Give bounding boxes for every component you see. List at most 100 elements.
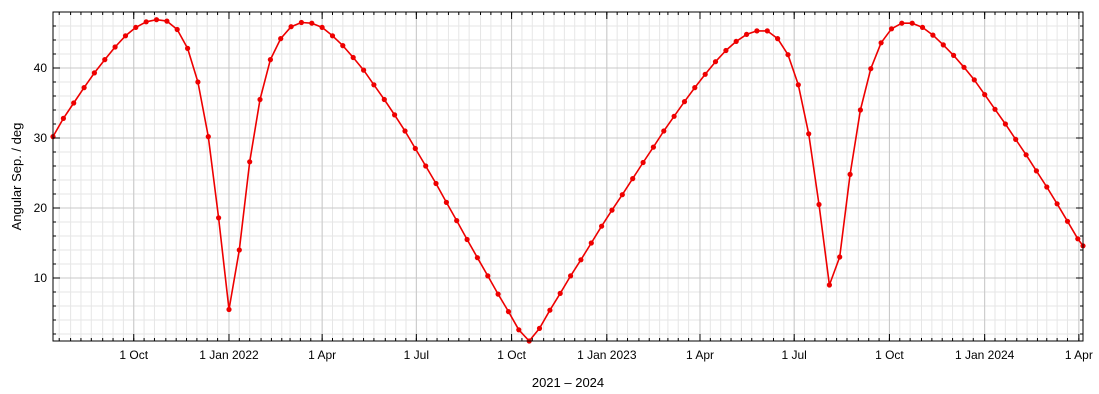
data-point — [402, 128, 408, 134]
data-point — [940, 42, 946, 48]
data-point — [847, 171, 853, 177]
data-point — [681, 99, 688, 105]
data-point — [371, 82, 377, 88]
data-point — [588, 240, 594, 246]
data-point — [971, 77, 977, 83]
data-point — [982, 92, 988, 98]
data-point — [122, 33, 129, 39]
data-point — [340, 43, 346, 49]
data-point — [257, 96, 263, 103]
series-layer — [50, 17, 1086, 344]
data-point — [319, 24, 325, 30]
data-point — [557, 290, 563, 296]
data-point — [1054, 201, 1060, 207]
tick-labels: 1 Oct 1 Jan 2022 1 Apr 1 Jul 1 Oct 1 Jan 2023… — [34, 61, 1093, 362]
data-point — [1023, 152, 1029, 158]
data-point — [547, 307, 553, 313]
data-point — [474, 255, 480, 261]
data-point — [164, 18, 170, 24]
data-point — [81, 85, 87, 91]
data-point — [1002, 121, 1009, 127]
data-point — [930, 32, 936, 38]
data-point — [485, 273, 491, 279]
ticks — [53, 12, 1083, 341]
data-point — [174, 26, 180, 33]
data-point — [806, 131, 812, 137]
data-point — [91, 70, 97, 76]
data-point — [919, 24, 926, 30]
data-point — [392, 112, 398, 118]
data-point — [795, 82, 801, 88]
data-point — [702, 71, 708, 77]
data-point — [433, 180, 439, 187]
data-point — [878, 40, 884, 46]
x-tick-label: 1 Jan 2022 — [199, 348, 259, 362]
data-point — [412, 145, 418, 152]
data-point — [309, 20, 315, 26]
data-point — [143, 19, 149, 25]
data-point — [536, 325, 543, 331]
data-point — [661, 128, 667, 134]
data-point — [630, 176, 636, 182]
y-tick-label: 40 — [34, 61, 48, 75]
data-point — [826, 282, 833, 288]
data-point — [754, 28, 760, 34]
x-tick-label: 1 Oct — [497, 348, 526, 362]
x-tick-label: 1 Jan 2024 — [955, 348, 1015, 362]
y-tick-label: 30 — [34, 131, 48, 145]
data-point — [712, 59, 719, 65]
data-point — [992, 106, 998, 112]
data-point — [599, 223, 605, 229]
data-point — [899, 20, 905, 26]
x-axis-title: 2021 – 2024 — [532, 375, 604, 390]
y-tick-label: 10 — [34, 271, 48, 285]
data-point — [764, 28, 770, 34]
data-point — [961, 64, 967, 70]
data-point — [381, 96, 387, 103]
data-point — [205, 134, 211, 140]
data-point — [857, 107, 864, 113]
data-point — [609, 207, 615, 213]
data-point — [733, 38, 739, 45]
data-point — [1013, 136, 1019, 142]
data-point — [723, 47, 729, 54]
data-point — [692, 85, 698, 91]
data-point — [1044, 184, 1050, 190]
data-point — [888, 26, 895, 32]
data-point — [1064, 218, 1071, 224]
data-point — [350, 54, 356, 61]
x-tick-label: 1 Apr — [1065, 348, 1093, 362]
data-point — [267, 57, 273, 63]
data-point — [195, 79, 201, 85]
data-point — [568, 273, 574, 279]
data-point — [361, 67, 367, 73]
data-point — [185, 45, 191, 52]
grid — [53, 12, 1083, 341]
data-point — [495, 291, 501, 297]
data-point — [775, 36, 781, 42]
data-point — [423, 163, 429, 169]
data-point — [816, 201, 822, 208]
data-point — [236, 247, 242, 253]
y-tick-label: 20 — [34, 201, 48, 215]
data-point — [247, 159, 253, 165]
data-point — [785, 52, 791, 58]
data-point — [443, 199, 449, 205]
data-point — [71, 100, 77, 106]
data-point — [671, 113, 677, 119]
x-tick-label: 1 Oct — [119, 348, 148, 362]
data-point — [505, 309, 512, 315]
data-point — [640, 159, 646, 166]
data-point — [868, 66, 874, 72]
data-point — [278, 36, 284, 42]
x-tick-label: 1 Apr — [686, 348, 714, 362]
x-tick-label: 1 Jul — [782, 348, 807, 362]
data-point — [288, 24, 294, 30]
data-point — [619, 192, 625, 198]
x-tick-label: 1 Jul — [404, 348, 429, 362]
data-point — [464, 236, 470, 243]
data-point — [102, 57, 108, 63]
data-point — [298, 19, 304, 26]
plot-frame — [52, 11, 1084, 342]
